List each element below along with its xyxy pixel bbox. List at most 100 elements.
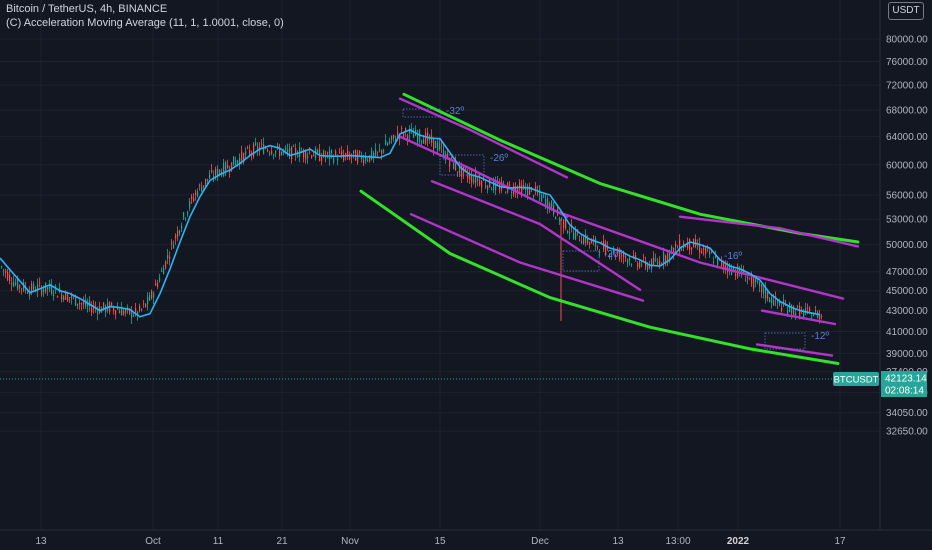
candle-body bbox=[27, 292, 29, 294]
candle-body bbox=[591, 239, 593, 244]
candle-body bbox=[307, 155, 309, 158]
candle-body bbox=[813, 314, 815, 317]
candle-body bbox=[157, 283, 159, 288]
candle-body bbox=[181, 225, 183, 229]
candle-body bbox=[561, 217, 563, 219]
candle-body bbox=[79, 302, 81, 304]
price-tick-label: 76000.00 bbox=[886, 57, 928, 68]
candle-body bbox=[631, 263, 633, 265]
candle-body bbox=[611, 253, 613, 255]
candle-body bbox=[745, 280, 747, 282]
candle-body bbox=[465, 168, 467, 171]
indicator-legend[interactable]: (C) Acceleration Moving Average (11, 1, … bbox=[6, 17, 284, 29]
candle-body bbox=[37, 284, 39, 291]
candle-body bbox=[645, 260, 647, 267]
candle-body bbox=[537, 191, 539, 193]
candle-body bbox=[235, 160, 237, 166]
candle-body bbox=[35, 291, 37, 292]
candle-body bbox=[309, 151, 311, 153]
candle-body bbox=[575, 230, 577, 240]
candle-body bbox=[329, 150, 331, 160]
candle-body bbox=[711, 252, 713, 254]
candle-body bbox=[659, 260, 661, 267]
candle-body bbox=[569, 232, 571, 234]
channel-line-purple bbox=[409, 212, 645, 302]
annotation-box bbox=[562, 250, 600, 272]
candle-body bbox=[615, 254, 617, 257]
candle-body bbox=[551, 201, 553, 210]
candle-body bbox=[735, 274, 737, 276]
candle-body bbox=[91, 307, 93, 313]
candle-body bbox=[687, 242, 689, 248]
candle-body bbox=[629, 258, 631, 261]
time-tick-label: 13 bbox=[612, 536, 624, 547]
candle-body bbox=[161, 270, 163, 272]
candle-body bbox=[713, 262, 715, 263]
channel-line-purple bbox=[760, 309, 837, 326]
candle-body bbox=[61, 293, 63, 300]
annotation-box bbox=[402, 108, 442, 118]
price-tick-label: 41000.00 bbox=[886, 327, 928, 338]
candle-body bbox=[215, 169, 217, 176]
candle-body bbox=[799, 306, 801, 318]
candle-body bbox=[55, 285, 57, 289]
candle-body bbox=[327, 152, 329, 154]
price-tick-label: 50000.00 bbox=[886, 240, 928, 251]
candle-body bbox=[521, 184, 523, 196]
candle-body bbox=[447, 152, 449, 159]
candle-body bbox=[193, 198, 195, 201]
candle-body bbox=[467, 174, 469, 179]
candle-body bbox=[273, 154, 275, 156]
candle-body bbox=[425, 132, 427, 144]
candle-body bbox=[357, 152, 359, 163]
candle-body bbox=[173, 244, 175, 249]
candle-body bbox=[641, 264, 643, 266]
currency-selector[interactable]: USDT bbox=[888, 2, 924, 20]
candle-body bbox=[49, 283, 51, 290]
candle-body bbox=[205, 178, 207, 185]
candle-body bbox=[791, 305, 793, 314]
candle-body bbox=[621, 255, 623, 257]
candle-body bbox=[777, 299, 779, 303]
candle-body bbox=[411, 128, 413, 130]
candle-body bbox=[203, 185, 205, 187]
candle-body bbox=[443, 149, 445, 159]
candle-body bbox=[747, 276, 749, 279]
candle-body bbox=[361, 155, 363, 160]
candle-body bbox=[733, 267, 735, 270]
candle-body bbox=[115, 310, 117, 315]
candle-body bbox=[209, 174, 211, 179]
candle-body bbox=[509, 184, 511, 186]
candle-body bbox=[85, 299, 87, 307]
time-axis[interactable]: 13 Oct 11 21 Nov 15 Dec 13 13:00 2022 17 bbox=[0, 529, 932, 550]
candle-body bbox=[247, 147, 249, 149]
candle-body bbox=[499, 184, 501, 191]
candle-body bbox=[51, 284, 53, 294]
candle-body bbox=[129, 308, 131, 314]
candle-body bbox=[219, 169, 221, 174]
candle-body bbox=[267, 149, 269, 152]
candle-body bbox=[201, 186, 203, 192]
candle-body bbox=[287, 149, 289, 152]
candle-body bbox=[385, 140, 387, 146]
candle-body bbox=[555, 216, 557, 220]
price-axis[interactable]: 80000.00 76000.00 72000.00 68000.00 64000.00… bbox=[879, 0, 932, 550]
candle-body bbox=[655, 259, 657, 261]
candle-body bbox=[601, 241, 603, 243]
candle-body bbox=[217, 168, 219, 178]
time-tick-label: 15 bbox=[434, 536, 446, 547]
candle-body bbox=[73, 296, 75, 298]
candle-body bbox=[431, 135, 433, 143]
time-tick-label: 13:00 bbox=[665, 536, 690, 547]
candle-body bbox=[651, 259, 653, 269]
candle-body bbox=[155, 283, 157, 286]
candle-body bbox=[169, 256, 171, 259]
candle-body bbox=[701, 250, 703, 254]
time-tick-label: Dec bbox=[531, 536, 549, 547]
candle-body bbox=[107, 302, 109, 311]
candle-body bbox=[771, 297, 773, 303]
candle-body bbox=[331, 150, 333, 154]
candle-body bbox=[211, 169, 213, 173]
candle-body bbox=[337, 158, 339, 161]
